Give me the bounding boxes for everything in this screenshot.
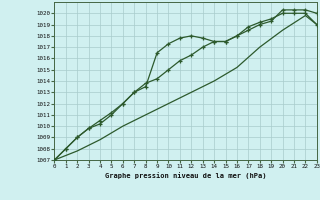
X-axis label: Graphe pression niveau de la mer (hPa): Graphe pression niveau de la mer (hPa) — [105, 172, 266, 179]
